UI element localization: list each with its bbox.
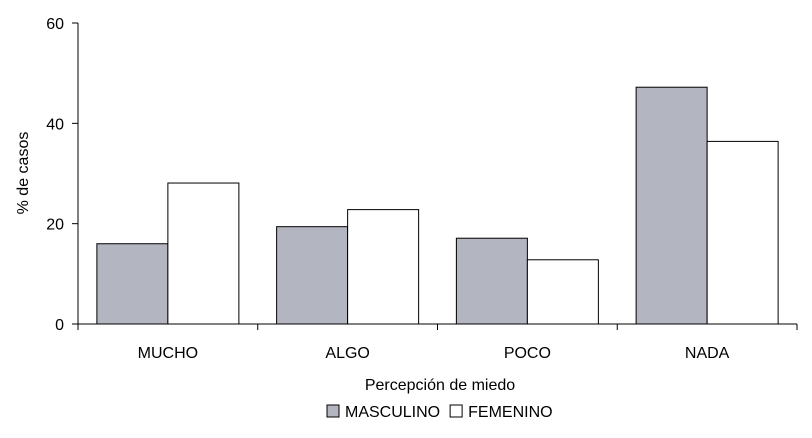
bar-mucho-femenino bbox=[167, 182, 240, 325]
bar-nada-femenino bbox=[706, 140, 779, 325]
x-axis-title: Percepción de miedo bbox=[365, 377, 515, 394]
x-axis bbox=[77, 323, 798, 330]
legend-swatch-femenino bbox=[449, 404, 463, 418]
y-axis-title: % de casos bbox=[15, 132, 32, 215]
legend-swatch-masculino bbox=[326, 404, 340, 418]
bar-algo-masculino bbox=[276, 226, 349, 325]
y-tick-label: 0 bbox=[55, 317, 64, 334]
y-axis: 0 20 40 60 bbox=[46, 16, 79, 334]
y-tick-label: 40 bbox=[46, 116, 64, 133]
bar-mucho-masculino bbox=[96, 243, 169, 325]
legend: MASCULINO FEMENINO bbox=[326, 404, 553, 421]
category-label-algo: ALGO bbox=[325, 345, 369, 362]
category-label-nada: NADA bbox=[685, 345, 730, 362]
category-label-mucho: MUCHO bbox=[138, 345, 198, 362]
y-tick-label: 20 bbox=[46, 217, 64, 234]
legend-label-masculino: MASCULINO bbox=[345, 404, 440, 421]
bar-poco-femenino bbox=[526, 259, 599, 325]
y-tick-label: 60 bbox=[46, 16, 64, 33]
category-labels: MUCHO ALGO POCO NADA bbox=[138, 345, 730, 362]
category-label-poco: POCO bbox=[504, 345, 551, 362]
bar-nada-masculino bbox=[635, 86, 708, 325]
bar-algo-femenino bbox=[347, 209, 420, 325]
bars bbox=[96, 86, 779, 325]
legend-label-femenino: FEMENINO bbox=[468, 404, 552, 421]
bar-poco-masculino bbox=[455, 237, 528, 325]
